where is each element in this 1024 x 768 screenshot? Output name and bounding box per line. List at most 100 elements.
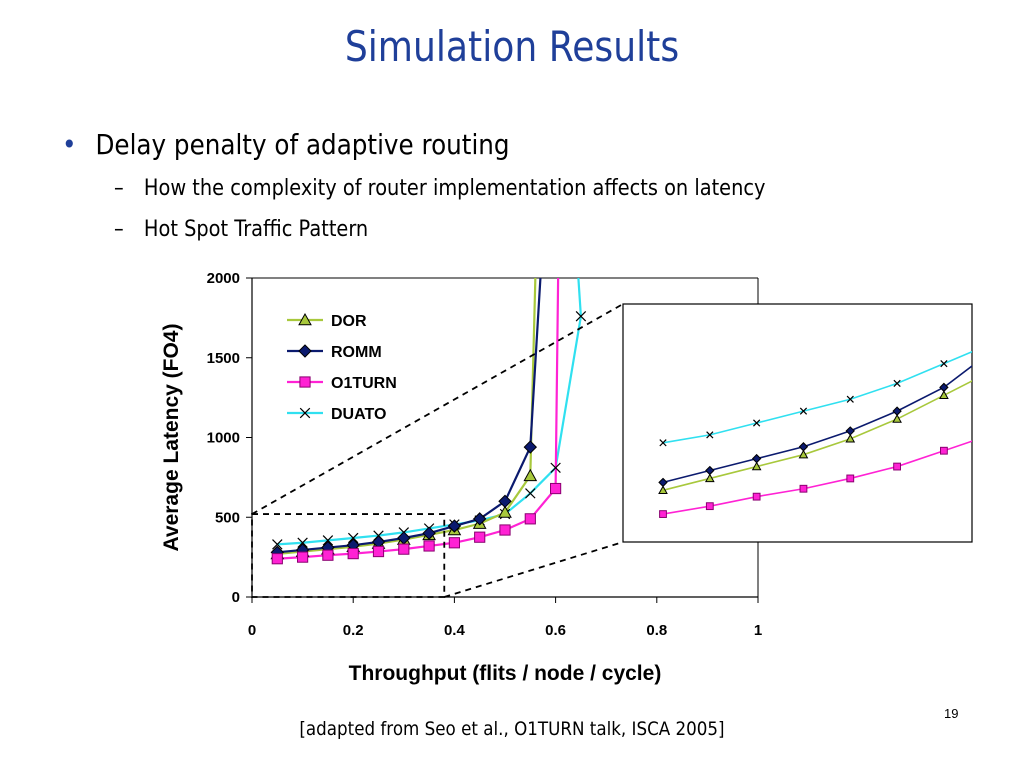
marker-x: [893, 379, 901, 388]
inset-series-duato: [659, 350, 972, 447]
marker-x: [940, 359, 948, 368]
marker-square: [347, 548, 359, 560]
marker-square: [423, 540, 435, 552]
marker-square: [659, 510, 667, 518]
marker-triangle: [298, 312, 312, 326]
marker-x-stroke: [799, 407, 808, 415]
marker-diamond: [845, 426, 855, 436]
marker-x: [347, 532, 359, 544]
marker-x-stroke: [706, 431, 714, 439]
inset-line-romm: [662, 364, 972, 484]
marker-x-stroke: [347, 532, 359, 544]
marker-x-stroke: [322, 535, 334, 546]
marker-diamond: [422, 526, 436, 540]
dash-icon: –: [114, 176, 124, 201]
marker-x: [297, 537, 308, 548]
marker-x-stroke: [272, 539, 283, 550]
y-tick-label: 1500: [207, 350, 240, 367]
marker-diamond: [892, 406, 902, 416]
marker-square: [846, 474, 855, 483]
marker-x-stroke: [659, 439, 667, 447]
inset-line-duato: [662, 350, 972, 444]
y-tick-label: 0: [232, 589, 240, 606]
legend-entry-dor: DOR: [287, 312, 367, 330]
marker-x: [525, 488, 536, 499]
y-axis-title: Average Latency (FO4): [160, 324, 183, 552]
sub-bullet-2: – Hot Spot Traffic Pattern: [114, 217, 368, 242]
zoom-leader-bottom: [444, 541, 624, 598]
series-markers-romm: [270, 440, 538, 560]
x-axis-title: Throughput (flits / node / cycle): [349, 662, 662, 685]
slide-number: 19: [944, 706, 959, 721]
marker-square: [550, 482, 562, 495]
x-tick-label: 0.6: [545, 622, 566, 639]
marker-square: [799, 484, 808, 493]
marker-square: [322, 549, 334, 561]
zoom-region: [251, 513, 446, 598]
marker-square: [474, 531, 486, 543]
marker-diamond: [658, 477, 668, 488]
inset-frame: [622, 303, 973, 543]
marker-diamond: [298, 344, 312, 358]
dash-icon: –: [114, 217, 124, 242]
marker-triangle: [658, 485, 668, 495]
marker-triangle: [939, 390, 949, 399]
marker-triangle: [704, 473, 715, 483]
marker-x: [659, 439, 667, 447]
marker-triangle: [798, 449, 809, 459]
legend-label: DOR: [331, 313, 367, 330]
marker-square: [705, 502, 714, 511]
legend-entry-romm: ROMM: [287, 344, 382, 361]
bullet-dot-icon: •: [62, 128, 77, 161]
marker-x-stroke: [846, 395, 854, 403]
marker-diamond: [523, 440, 538, 454]
marker-diamond: [472, 512, 487, 526]
sub-bullet-1: – How the complexity of router implementa…: [114, 176, 765, 201]
y-tick-label: 500: [215, 509, 240, 526]
citation: [adapted from Seo et al., O1TURN talk, I…: [299, 718, 725, 740]
marker-x-stroke: [299, 407, 311, 419]
main-bullet: • Delay penalty of adaptive routing: [62, 128, 510, 161]
marker-triangle: [751, 461, 762, 471]
marker-square: [372, 545, 385, 558]
marker-triangle: [845, 433, 856, 443]
marker-square: [398, 543, 410, 555]
legend-label: DUATO: [331, 406, 386, 423]
marker-x: [753, 419, 761, 427]
marker-triangle: [892, 414, 902, 423]
marker-x-stroke: [893, 379, 901, 388]
inset-series-romm: [658, 364, 972, 488]
marker-diamond: [447, 519, 462, 533]
marker-square: [448, 537, 460, 549]
marker-square: [524, 513, 536, 525]
inset-series-o1turn: [659, 440, 972, 518]
zoom-leader-top: [251, 303, 624, 515]
marker-square: [752, 492, 761, 501]
marker-x-stroke: [753, 419, 761, 427]
legend-entry-duato: DUATO: [287, 406, 386, 423]
legend: DOR ROMM O1TURN DUATO: [287, 312, 397, 423]
legend-label: ROMM: [331, 344, 382, 361]
main-plot: 0 500 1000 1500 2000 0 0.2 0.4 0.6 0.8 1 Throughput…: [160, 270, 762, 685]
sub-bullet-1-text: How the complexity of router implementat…: [143, 176, 766, 201]
x-tick-label: 0.4: [444, 622, 466, 639]
main-bullet-text: Delay penalty of adaptive routing: [95, 128, 510, 161]
y-tick-label: 1000: [207, 430, 240, 447]
x-tick-label: 0.8: [646, 622, 667, 639]
marker-triangle: [523, 468, 538, 482]
marker-diamond: [798, 442, 809, 452]
legend-entry-o1turn: O1TURN: [287, 375, 397, 392]
marker-x-stroke: [550, 462, 561, 474]
marker-square: [940, 446, 948, 455]
marker-square: [893, 462, 901, 471]
marker-x: [575, 311, 587, 322]
inset-line-dor: [662, 380, 972, 492]
marker-x: [322, 535, 334, 546]
marker-square: [297, 551, 309, 563]
marker-x: [799, 407, 808, 415]
marker-diamond: [498, 494, 512, 509]
marker-x-stroke: [297, 537, 308, 548]
marker-square: [499, 524, 511, 536]
slide-title: Simulation Results: [344, 22, 680, 71]
marker-x-stroke: [940, 359, 948, 368]
